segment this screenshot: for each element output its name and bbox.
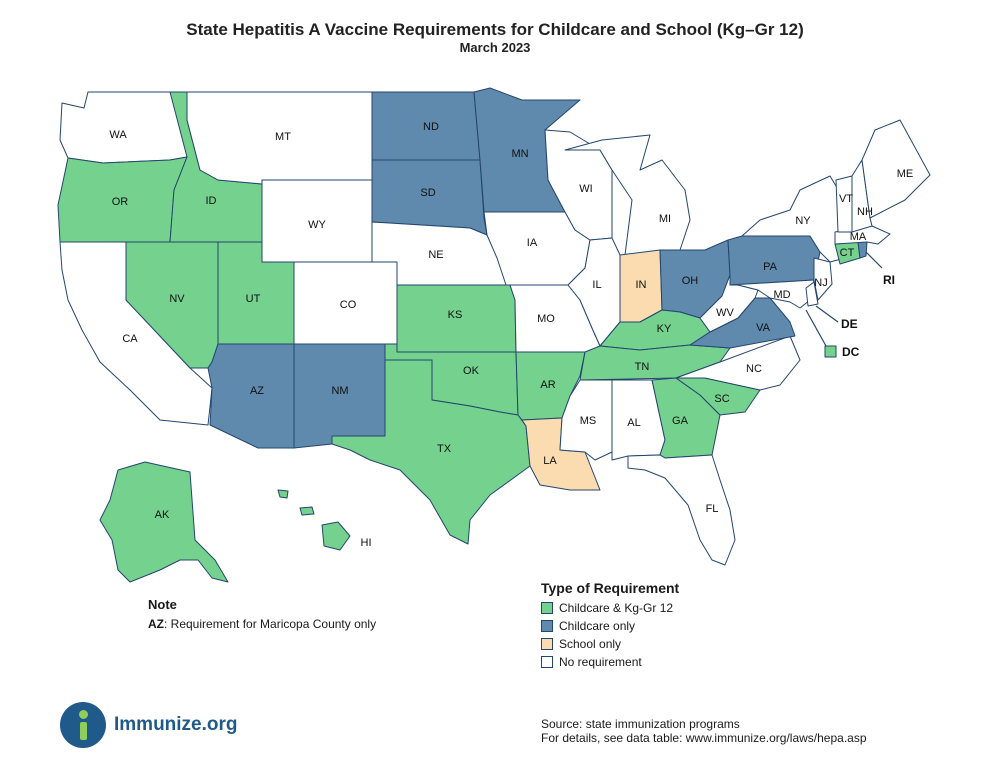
details-line: For details, see data table: www.immuniz…: [541, 731, 867, 745]
label-sc: SC: [714, 393, 729, 405]
ri-leader: [865, 251, 883, 269]
label-mi: MI: [659, 213, 671, 225]
legend-swatch-both: [541, 602, 553, 614]
map-note: Note AZ: Requirement for Maricopa County…: [148, 597, 376, 631]
label-wy: WY: [308, 219, 326, 231]
label-nj: NJ: [814, 277, 827, 289]
map-subtitle: March 2023: [459, 40, 531, 55]
legend-title: Type of Requirement: [541, 580, 680, 596]
label-vt: VT: [839, 193, 853, 205]
label-mo: MO: [537, 313, 555, 325]
state-ri: [857, 241, 868, 259]
legend-label: School only: [559, 637, 622, 651]
logo-text: Immunize.org: [114, 714, 238, 735]
state-tx: [331, 359, 531, 545]
state-il: [567, 237, 621, 347]
state-mi: [564, 134, 691, 256]
label-dc: DC: [842, 345, 860, 359]
label-va: VA: [756, 322, 771, 334]
label-oh: OH: [682, 275, 699, 287]
label-in: IN: [636, 279, 647, 291]
label-ia: IA: [527, 237, 538, 249]
label-pa: PA: [763, 261, 778, 273]
state-me: [861, 119, 931, 219]
legend-swatch-none: [541, 656, 553, 668]
legend-item: Childcare only: [541, 617, 679, 635]
label-mn: MN: [511, 148, 528, 160]
logo-icon: [60, 702, 106, 748]
legend-label: Childcare & Kg-Gr 12: [559, 601, 674, 615]
label-tn: TN: [635, 361, 650, 373]
note-detail: : Requirement for Maricopa County only: [164, 617, 377, 631]
label-ut: UT: [246, 293, 261, 305]
label-ny: NY: [795, 215, 811, 227]
legend-swatch-childcare: [541, 620, 553, 632]
state-de: [805, 281, 819, 307]
state-fl: [627, 454, 736, 566]
label-la: LA: [543, 455, 557, 467]
de-leader: [815, 305, 839, 323]
label-ga: GA: [672, 415, 689, 427]
label-nv: NV: [169, 293, 185, 305]
state-nc: [675, 335, 801, 391]
label-ky: KY: [657, 323, 672, 335]
label-id: ID: [206, 195, 217, 207]
source-line: Source: state immunization programs: [541, 717, 740, 731]
source-note: Source: state immunization programs For …: [541, 717, 867, 745]
legend-label: No requirement: [559, 655, 642, 669]
label-de: DE: [841, 317, 858, 331]
label-ok: OK: [463, 365, 480, 377]
note-state: AZ: [148, 617, 164, 631]
label-nh: NH: [857, 206, 873, 218]
state-ms: [559, 379, 613, 461]
state-wa: [59, 91, 188, 164]
legend-swatch-school: [541, 638, 553, 650]
map-title: State Hepatitis A Vaccine Requirements f…: [186, 20, 804, 39]
state-ak: [99, 461, 229, 583]
label-co: CO: [340, 299, 357, 311]
legend-label: Childcare only: [559, 619, 636, 633]
label-fl: FL: [706, 503, 719, 515]
legend-item: No requirement: [541, 653, 679, 671]
label-tx: TX: [437, 443, 452, 455]
label-ri: RI: [883, 273, 895, 287]
legend-item: School only: [541, 635, 679, 653]
note-text: AZ: Requirement for Maricopa County only: [148, 617, 376, 631]
label-nd: ND: [423, 121, 439, 133]
state-hi: [277, 489, 351, 551]
legend: Type of Requirement Childcare & Kg-Gr 12…: [541, 580, 679, 671]
label-ct: CT: [840, 247, 855, 259]
note-title: Note: [148, 597, 177, 612]
state-nj: [813, 257, 833, 301]
label-or: OR: [112, 196, 129, 208]
dc-leader: [805, 309, 827, 347]
immunize-logo: Immunize.org: [60, 702, 238, 748]
label-wa: WA: [109, 129, 127, 141]
label-il: IL: [592, 279, 601, 291]
label-wv: WV: [716, 307, 734, 319]
legend-item: Childcare & Kg-Gr 12: [541, 599, 679, 617]
label-nm: NM: [331, 385, 348, 397]
label-al: AL: [627, 417, 640, 429]
label-sd: SD: [420, 187, 435, 199]
label-md: MD: [773, 289, 790, 301]
label-ca: CA: [122, 333, 138, 345]
label-ks: KS: [448, 309, 463, 321]
label-ne: NE: [428, 249, 443, 261]
state-nh: [851, 159, 873, 233]
label-mt: MT: [275, 131, 291, 143]
label-ar: AR: [540, 379, 555, 391]
label-ma: MA: [850, 231, 867, 243]
label-az: AZ: [250, 385, 264, 397]
label-ms: MS: [580, 415, 597, 427]
label-nc: NC: [746, 363, 762, 375]
label-wi: WI: [579, 183, 592, 195]
label-ak: AK: [155, 509, 170, 521]
label-me: ME: [897, 168, 914, 180]
label-hi: HI: [361, 537, 372, 549]
state-dc: [824, 345, 837, 358]
